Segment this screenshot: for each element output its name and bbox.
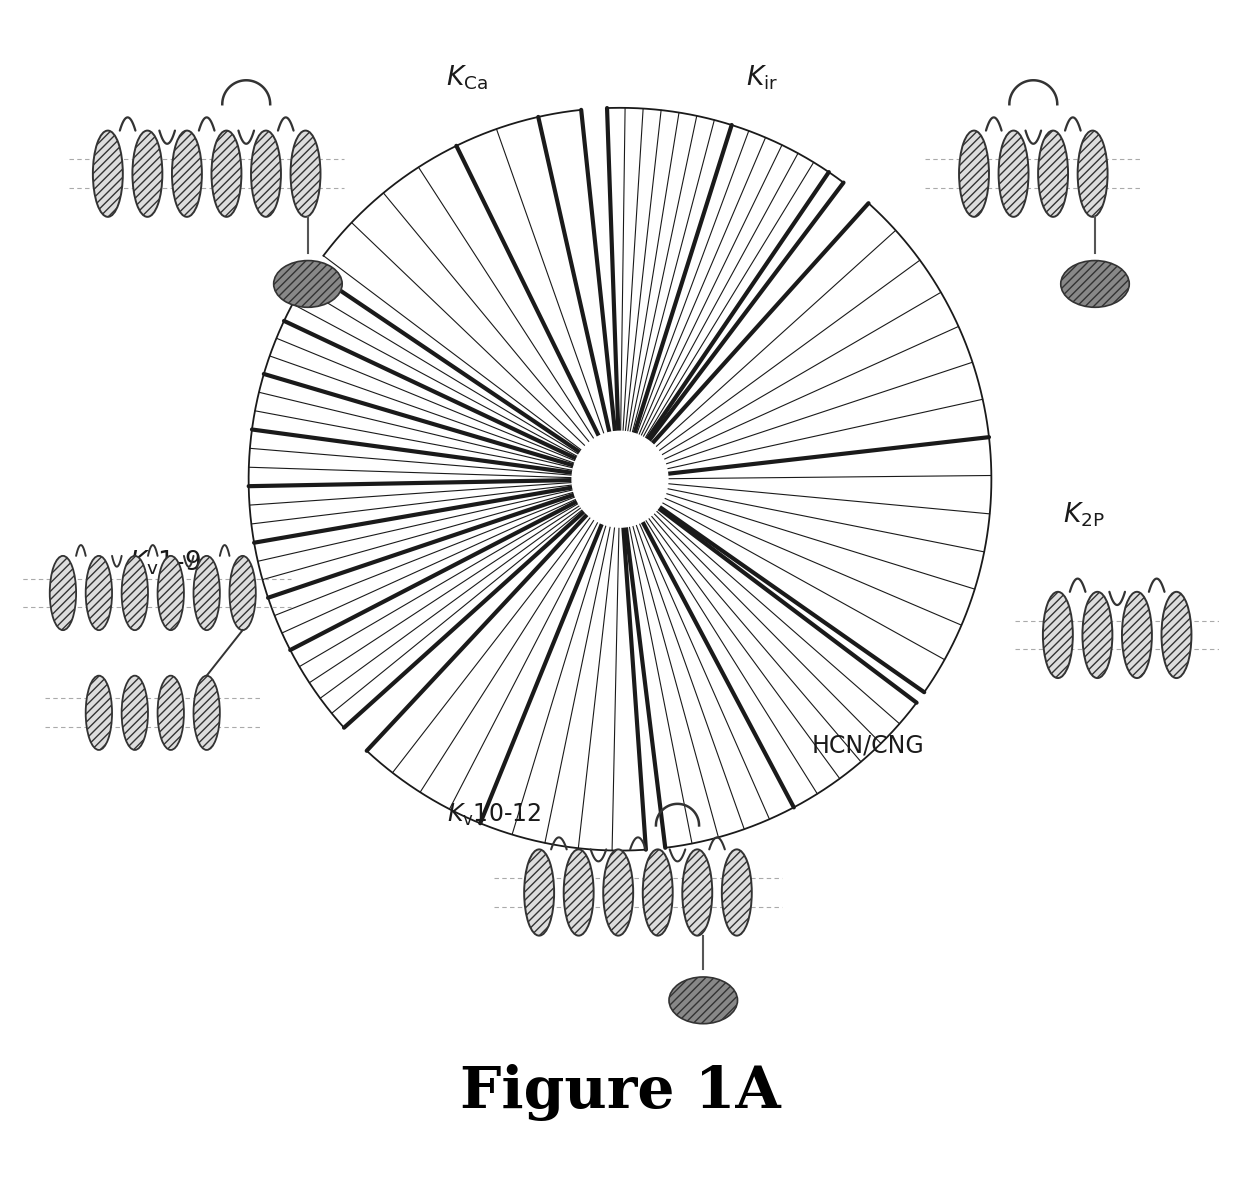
Ellipse shape [722, 849, 751, 936]
Ellipse shape [1060, 261, 1130, 308]
Ellipse shape [290, 131, 320, 217]
Ellipse shape [86, 556, 112, 630]
Ellipse shape [959, 131, 990, 217]
Ellipse shape [157, 556, 184, 630]
Ellipse shape [564, 849, 594, 936]
Ellipse shape [133, 131, 162, 217]
Ellipse shape [642, 849, 673, 936]
Ellipse shape [1122, 592, 1152, 678]
Text: Figure 1A: Figure 1A [460, 1064, 780, 1121]
Ellipse shape [1162, 592, 1192, 678]
Circle shape [572, 431, 668, 527]
Ellipse shape [670, 978, 738, 1023]
Ellipse shape [274, 261, 342, 308]
Text: $\mathit{K}_{\mathrm{v}}$10-12: $\mathit{K}_{\mathrm{v}}$10-12 [448, 801, 542, 828]
Text: $\mathit{K}_{\mathrm{v}}$1-9: $\mathit{K}_{\mathrm{v}}$1-9 [129, 549, 201, 577]
Ellipse shape [122, 676, 148, 750]
Ellipse shape [229, 556, 255, 630]
Ellipse shape [50, 556, 76, 630]
Ellipse shape [193, 676, 219, 750]
Ellipse shape [86, 676, 112, 750]
Ellipse shape [1083, 592, 1112, 678]
Ellipse shape [193, 556, 219, 630]
Ellipse shape [1078, 131, 1107, 217]
Ellipse shape [93, 131, 123, 217]
Ellipse shape [1038, 131, 1068, 217]
Ellipse shape [157, 676, 184, 750]
Ellipse shape [172, 131, 202, 217]
Text: $\mathit{K}_{\mathrm{Ca}}$: $\mathit{K}_{\mathrm{Ca}}$ [446, 63, 489, 92]
Text: HCN/CNG: HCN/CNG [812, 733, 925, 757]
Ellipse shape [212, 131, 242, 217]
Text: $\mathit{K}_{\mathrm{ir}}$: $\mathit{K}_{\mathrm{ir}}$ [745, 63, 777, 92]
Text: $\mathit{K}_{\mathrm{2P}}$: $\mathit{K}_{\mathrm{2P}}$ [1063, 501, 1105, 530]
Ellipse shape [1043, 592, 1073, 678]
Ellipse shape [682, 849, 712, 936]
Ellipse shape [250, 131, 281, 217]
Ellipse shape [525, 849, 554, 936]
Ellipse shape [122, 556, 148, 630]
Ellipse shape [998, 131, 1028, 217]
Ellipse shape [603, 849, 634, 936]
